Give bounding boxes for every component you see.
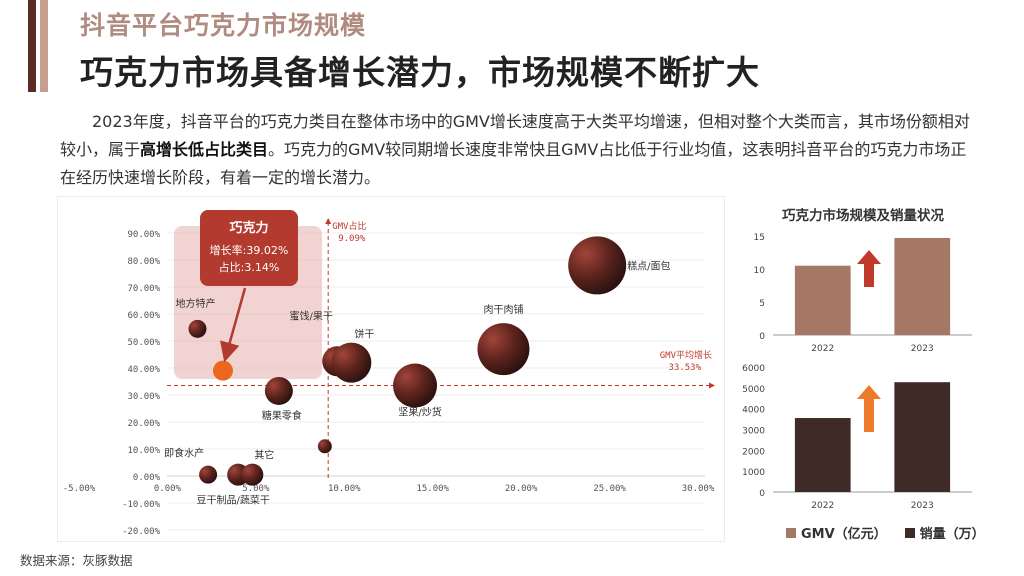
bar-x-tick-label: 2022 xyxy=(811,501,834,511)
accent-bar-light xyxy=(40,0,48,92)
bar-y-tick-label: 5000 xyxy=(742,385,765,395)
bubble-chocolate xyxy=(212,360,233,381)
bar-y-tick-label: 1000 xyxy=(742,468,765,478)
callout-growth: 增长率:39.02% xyxy=(210,243,289,257)
bubble xyxy=(477,323,530,376)
right-chart-title: 巧克力市场规模及销量状况 xyxy=(782,208,944,224)
bubble-label: 蜜饯/果干 xyxy=(290,309,333,322)
x-tick-label: -5.00% xyxy=(63,484,96,494)
legend-swatch-volume xyxy=(904,527,915,538)
bar-y-tick-label: 2000 xyxy=(742,447,765,457)
v-ref-arrow xyxy=(325,218,332,224)
description-highlight: 高增长低占比类目 xyxy=(140,140,269,159)
legend-item-volume: 销量（万） xyxy=(904,523,985,542)
bubble-label: 其它 xyxy=(254,449,274,462)
bar-y-tick-label: 4000 xyxy=(742,406,765,416)
x-tick-label: 5.00% xyxy=(242,484,270,494)
bar xyxy=(894,237,951,335)
y-tick-label: 10.00% xyxy=(127,446,160,456)
bubble-label: 糕点/面包 xyxy=(627,259,670,272)
y-tick-label: 50.00% xyxy=(127,338,160,348)
h-ref-label: GMV平均增长 xyxy=(660,349,712,361)
x-tick-label: 10.00% xyxy=(328,484,361,494)
y-tick-label: 60.00% xyxy=(127,311,160,321)
bar-x-tick-label: 2023 xyxy=(911,501,934,511)
bubble-label: 坚果/炒货 xyxy=(398,406,441,419)
bubble-label: 饼干 xyxy=(354,328,374,341)
bar-x-tick-label: 2022 xyxy=(811,344,834,354)
legend-label-gmv: GMV（亿元） xyxy=(801,527,887,542)
bubble-label: 肉干肉铺 xyxy=(483,303,523,316)
description-part-2: 。巧克力的GMV较同期增长速度非常快且GMV占比低于行业均值，这表明抖音平台的巧… xyxy=(60,140,967,187)
section-title: 抖音平台巧克力市场规模 xyxy=(80,11,367,40)
legend-swatch-gmv xyxy=(786,527,796,538)
bubble-label: 地方特产 xyxy=(175,297,215,310)
legend-item-gmv: GMV（亿元） xyxy=(786,523,887,542)
x-tick-label: 15.00% xyxy=(416,484,449,494)
bubble-label: 糖果零食 xyxy=(262,409,302,422)
growth-arrow-icon xyxy=(857,250,881,287)
page-title: 巧克力市场具备增长潜力，市场规模不断扩大 xyxy=(80,53,760,92)
bubble xyxy=(568,236,627,295)
y-tick-label: 30.00% xyxy=(127,392,160,402)
y-tick-label: -20.00% xyxy=(122,527,161,537)
bar-x-tick-label: 2023 xyxy=(911,344,934,354)
description-paragraph: 2023年度，抖音平台的巧克力类目在整体市场中的GMV增长速度高于大类平均增速，… xyxy=(60,108,980,192)
callout-box xyxy=(200,210,298,286)
bubble xyxy=(317,439,332,454)
bubble xyxy=(241,463,264,486)
bubble xyxy=(264,376,293,405)
bar xyxy=(794,418,851,492)
growth-arrow-icon xyxy=(857,385,881,432)
bar-y-tick-label: 0 xyxy=(759,489,765,499)
v-ref-value: 9.09% xyxy=(338,234,366,244)
y-tick-label: 80.00% xyxy=(127,257,160,267)
bar-y-tick-label: 3000 xyxy=(742,427,765,437)
bubble-label: 豆干制品/蔬菜干 xyxy=(196,494,269,507)
bar xyxy=(794,265,851,335)
y-tick-label: 90.00% xyxy=(127,230,160,240)
v-ref-label: GMV占比 xyxy=(332,220,366,232)
bubble xyxy=(393,363,438,408)
bubble xyxy=(331,342,372,383)
h-ref-value: 33.53% xyxy=(668,363,701,373)
bar-y-tick-label: 10 xyxy=(754,266,766,276)
bar-y-tick-label: 15 xyxy=(754,233,765,243)
bar-y-tick-label: 0 xyxy=(759,332,765,342)
callout-arrow xyxy=(220,287,247,363)
bubble xyxy=(188,319,207,338)
bar-legend: GMV（亿元） 销量（万） xyxy=(786,523,985,542)
callout-share: 占比:3.14% xyxy=(219,260,280,274)
callout-title: 巧克力 xyxy=(229,220,268,236)
h-ref-arrow xyxy=(709,382,715,389)
y-tick-label: 40.00% xyxy=(127,365,160,375)
y-tick-label: 20.00% xyxy=(127,419,160,429)
accent-bar-dark xyxy=(28,0,36,92)
bar xyxy=(894,382,951,492)
x-tick-label: 20.00% xyxy=(505,484,538,494)
bubble-label: 即食水产 xyxy=(164,447,204,460)
x-tick-label: 25.00% xyxy=(593,484,626,494)
x-tick-label: 0.00% xyxy=(154,484,182,494)
description-part-1: 2023年度，抖音平台的巧克力类目在整体市场中的GMV增长速度高于大类平均增速，… xyxy=(60,112,970,159)
data-source: 数据来源：灰豚数据 xyxy=(20,553,133,568)
y-tick-label: 70.00% xyxy=(127,284,160,294)
x-tick-label: 30.00% xyxy=(682,484,715,494)
bar-y-tick-label: 5 xyxy=(759,299,765,309)
bubble xyxy=(199,465,218,484)
y-tick-label: -10.00% xyxy=(122,500,161,510)
legend-label-volume: 销量（万） xyxy=(919,527,985,542)
y-tick-label: 0.00% xyxy=(133,473,161,483)
bar-y-tick-label: 6000 xyxy=(742,364,765,374)
